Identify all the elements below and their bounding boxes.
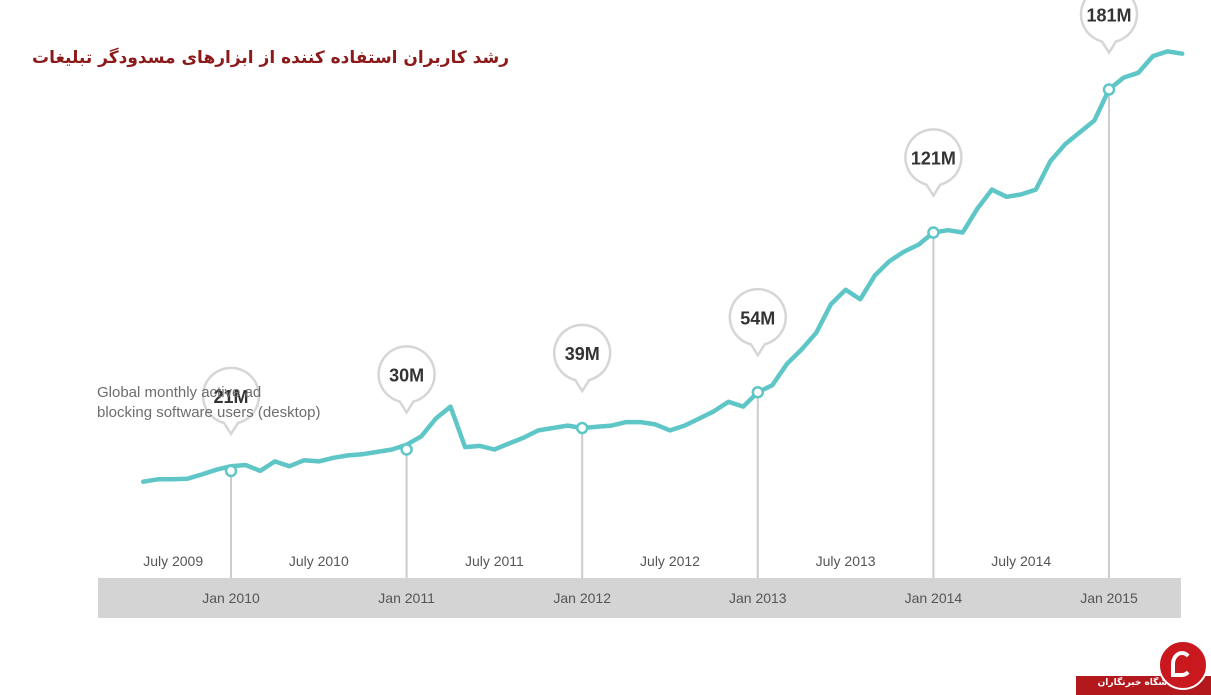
x-tick-label-bottom: Jan 2013	[729, 590, 787, 606]
chart-subtitle-line-2: blocking software users (desktop)	[97, 404, 321, 421]
page-title: رشد کاربران استفاده کننده از ابزارهای مس…	[31, 48, 509, 68]
x-tick-label-bottom: Jan 2014	[905, 590, 963, 606]
x-tick-label-top: July 2012	[640, 553, 700, 569]
x-tick-label-top: July 2009	[143, 553, 203, 569]
data-point-marker	[400, 443, 413, 456]
callout-bubble	[553, 323, 612, 394]
logo-text: باشگاه خبرنگاران	[1097, 678, 1174, 688]
callout-label: 21M	[213, 387, 248, 407]
chart-subtitle: Global monthly active ad blocking softwa…	[97, 383, 320, 423]
x-tick-label-bottom: Jan 2012	[553, 590, 611, 606]
callout-bubble	[728, 287, 787, 358]
callout-label: 181M	[1086, 5, 1131, 25]
callout-bubble	[1079, 0, 1139, 55]
x-tick-label-bottom: Jan 2010	[202, 590, 260, 606]
data-point-marker	[1102, 83, 1116, 96]
series-line	[140, 49, 1185, 484]
callout-bubble	[377, 345, 436, 415]
x-tick-label-bottom: Jan 2011	[378, 590, 435, 606]
callout-label: 54M	[740, 308, 775, 328]
x-axis-band	[98, 578, 1181, 618]
data-point-marker	[751, 386, 765, 399]
data-point-marker	[224, 464, 238, 478]
callout-bubble	[201, 366, 261, 437]
logo-emblem-icon	[1158, 640, 1208, 690]
data-point-marker	[575, 421, 589, 435]
x-tick-label-top: July 2013	[816, 553, 876, 569]
callout-label: 121M	[911, 149, 956, 169]
chart-subtitle-line-1: Global monthly active ad	[97, 384, 262, 401]
callout-bubble	[904, 128, 963, 198]
x-tick-label-bottom: Jan 2015	[1080, 590, 1138, 606]
data-point-marker	[927, 226, 940, 239]
news-agency-logo[interactable]: باشگاه خبرنگاران	[1076, 636, 1211, 695]
x-tick-label-top: July 2011	[465, 553, 524, 569]
callout-label: 30M	[389, 365, 424, 385]
callout-label: 39M	[565, 344, 600, 364]
x-tick-label-top: July 2014	[991, 553, 1051, 569]
x-tick-label-top: July 2010	[289, 553, 349, 569]
